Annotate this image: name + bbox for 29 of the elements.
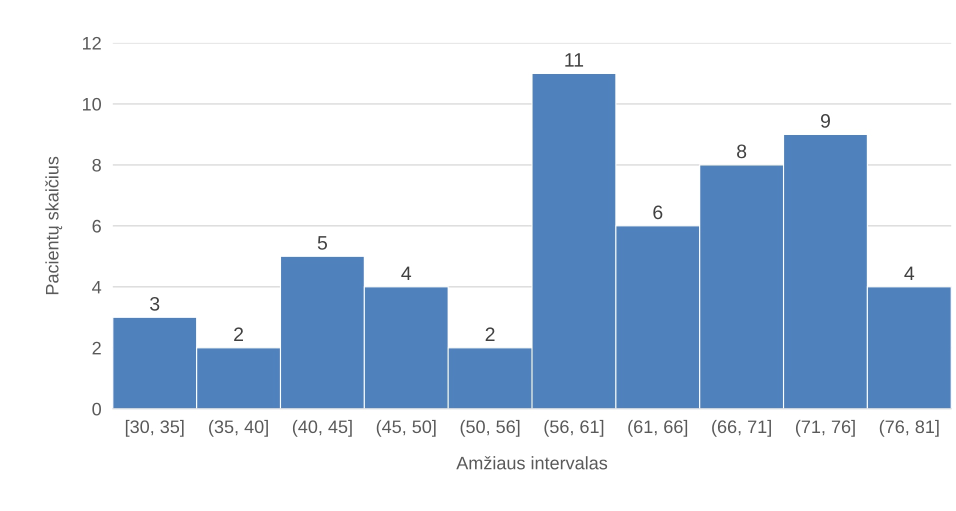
y-tick-label: 2: [92, 342, 101, 354]
x-axis-title: Amžiaus intervalas: [456, 456, 608, 470]
x-tick-label: (76, 81]: [880, 420, 939, 437]
data-label: 5: [318, 236, 328, 250]
x-tick-label: (66, 71]: [712, 420, 771, 437]
x-tick-label: (35, 40]: [209, 420, 268, 437]
data-label: 4: [401, 266, 412, 280]
y-tick-label: 10: [82, 98, 101, 111]
y-axis-title: Pacientų skaičius: [45, 156, 62, 294]
x-tick-label: (61, 66]: [628, 420, 688, 437]
x-tick-label: (56, 61]: [544, 420, 604, 437]
y-tick-label: 8: [92, 158, 101, 172]
data-label: 6: [653, 205, 662, 220]
data-label: 2: [486, 327, 495, 342]
data-label: 9: [820, 114, 830, 128]
y-tick-label: 6: [92, 220, 101, 233]
data-label: 2: [234, 327, 243, 342]
y-tick-label: 12: [82, 36, 101, 50]
x-tick-label: (71, 76]: [796, 420, 855, 437]
data-label: 4: [904, 266, 914, 280]
x-tick-label: (45, 50]: [376, 420, 436, 437]
x-tick-label: (50, 56]: [460, 420, 520, 437]
y-tick-label: 4: [92, 280, 102, 294]
y-tick-label: 0: [92, 402, 101, 416]
data-label: 3: [150, 296, 160, 311]
data-label: 11: [565, 53, 584, 67]
x-tick-label: (40, 45]: [292, 420, 352, 437]
x-tick-label: [30, 35]: [126, 420, 184, 437]
data-label: 8: [737, 144, 746, 158]
